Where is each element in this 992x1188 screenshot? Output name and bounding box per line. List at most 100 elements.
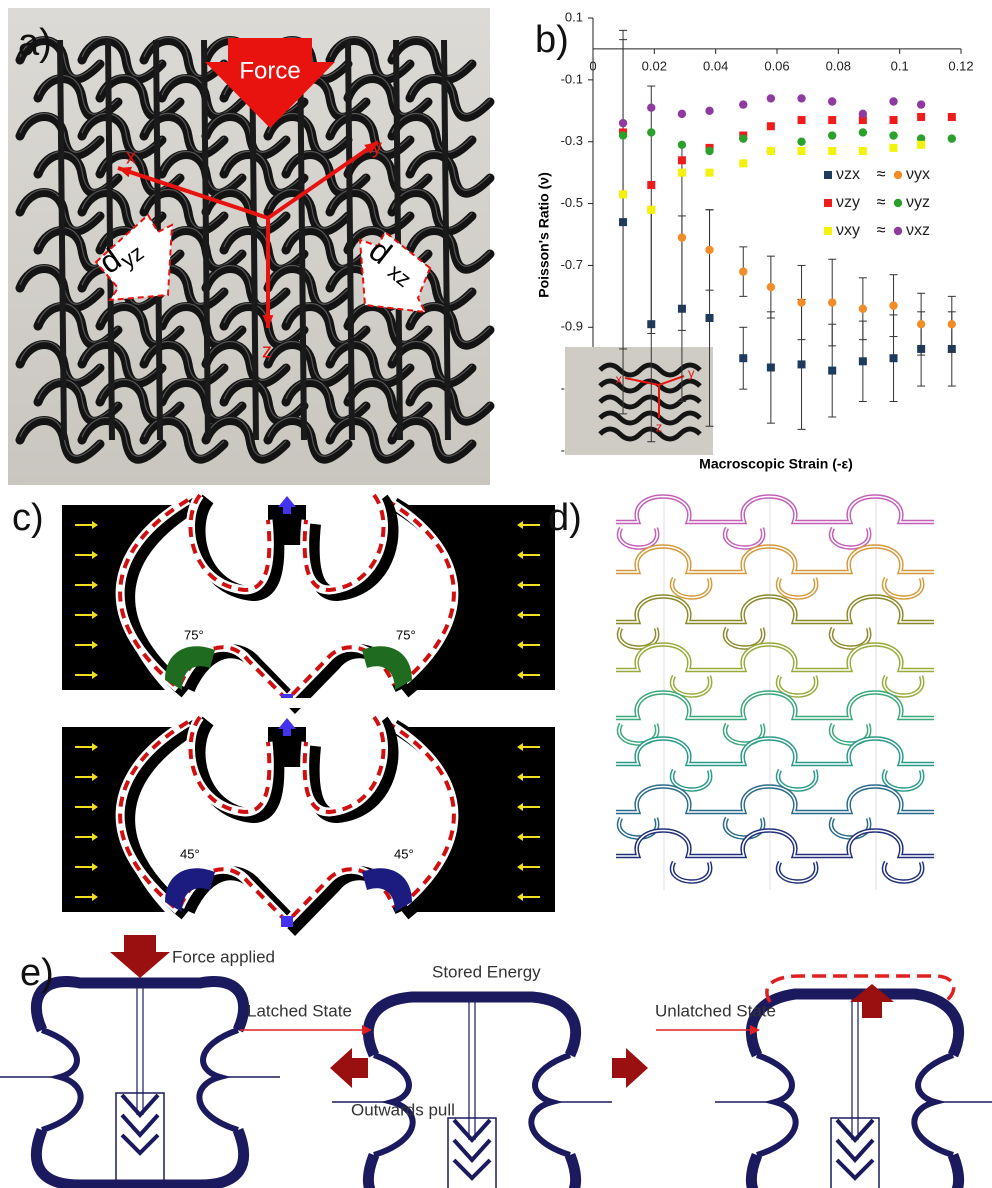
point (647, 206, 655, 214)
lattice-post (204, 40, 208, 440)
point (828, 131, 836, 139)
x-tick-label: 0.12 (948, 58, 973, 73)
point (828, 97, 836, 105)
point (739, 354, 747, 362)
legend-marker (824, 227, 832, 235)
point (890, 144, 898, 152)
legend-marker (824, 171, 832, 179)
inset-axis-label: y (688, 365, 695, 380)
point (647, 181, 655, 189)
force-label: Force (239, 57, 300, 84)
point (706, 169, 714, 177)
point (678, 110, 686, 118)
lattice-post (60, 40, 64, 440)
point (739, 134, 747, 142)
point (948, 134, 956, 142)
point (948, 113, 956, 121)
panel-label: d) (548, 497, 582, 539)
pull-arrow (612, 1048, 648, 1088)
point (797, 138, 805, 146)
legend-label: νzy (836, 194, 860, 211)
state-label: Unlatched State (655, 1001, 776, 1020)
y-tick-label: -0.7 (561, 257, 583, 272)
batwing-diagram (0, 495, 555, 927)
y-tick-label: -0.1 (561, 71, 583, 86)
latch (837, 1120, 873, 1178)
axis-label: x (126, 146, 136, 168)
point (619, 131, 627, 139)
point (889, 131, 897, 139)
legend-marker (894, 199, 902, 207)
x-tick-label: 0.06 (764, 58, 789, 73)
side-flexure (199, 1030, 238, 1130)
side-flexure (42, 1030, 81, 1130)
point (828, 298, 836, 306)
x-tick-label: 0.02 (642, 58, 667, 73)
state-label: Outwards pull (351, 1100, 455, 1119)
strut-inner (619, 528, 869, 548)
panel-label: e) (20, 952, 54, 994)
point (678, 141, 686, 149)
point (798, 116, 806, 124)
point (859, 128, 867, 136)
legend-label: νyx (906, 166, 930, 183)
lattice-post (300, 40, 304, 440)
point (797, 94, 805, 102)
side-block (392, 505, 555, 690)
point (705, 107, 713, 115)
y-axis-label: Poisson's Ratio (ν) (536, 172, 552, 297)
point (828, 116, 836, 124)
angle-label: 75° (396, 627, 416, 642)
side-flexure (531, 1055, 570, 1155)
point (798, 360, 806, 368)
inset-axis-label: x (616, 371, 623, 386)
top-beam (368, 997, 575, 1055)
y-tick-label: -0.5 (561, 195, 583, 210)
lattice-post (108, 40, 112, 440)
inset-axis-label: z (656, 419, 663, 434)
legend-separator: ≈ (877, 194, 886, 211)
hinge (362, 868, 412, 912)
x-tick-label: 0.1 (891, 58, 909, 73)
point (917, 320, 925, 328)
point (828, 147, 836, 155)
legend-label: νzx (836, 166, 860, 183)
x-tick-label: 0.04 (703, 58, 728, 73)
mask (0, 698, 555, 708)
latch (454, 1120, 490, 1178)
point (706, 314, 714, 322)
point (619, 190, 627, 198)
legend-marker (894, 227, 902, 235)
point (739, 267, 747, 275)
point (678, 169, 686, 177)
point (917, 100, 925, 108)
panel-label: c) (12, 497, 44, 539)
y-tick-label: -0.3 (561, 133, 583, 148)
state-label: Force applied (172, 947, 275, 966)
latch (122, 1095, 158, 1153)
lattice-post (444, 40, 448, 440)
top-beam (36, 981, 243, 1030)
strut-inner (672, 578, 922, 598)
point (705, 147, 713, 155)
legend-marker (824, 199, 832, 207)
point (705, 246, 713, 254)
point (890, 116, 898, 124)
force-arrow (110, 935, 170, 978)
legend-marker (894, 171, 902, 179)
point (647, 103, 655, 111)
panel-label: b) (535, 19, 569, 61)
angle-label: 75° (184, 627, 204, 642)
point (678, 233, 686, 241)
panel-label: a) (18, 22, 52, 64)
load-point (281, 916, 293, 927)
point (889, 97, 897, 105)
legend-separator: ≈ (877, 222, 886, 239)
strut-inner (619, 818, 869, 838)
point (739, 100, 747, 108)
legend-label: νxy (836, 222, 860, 239)
point (619, 119, 627, 127)
point (889, 301, 897, 309)
pull-arrow (330, 1048, 368, 1088)
state-label: Latched State (247, 1001, 352, 1020)
